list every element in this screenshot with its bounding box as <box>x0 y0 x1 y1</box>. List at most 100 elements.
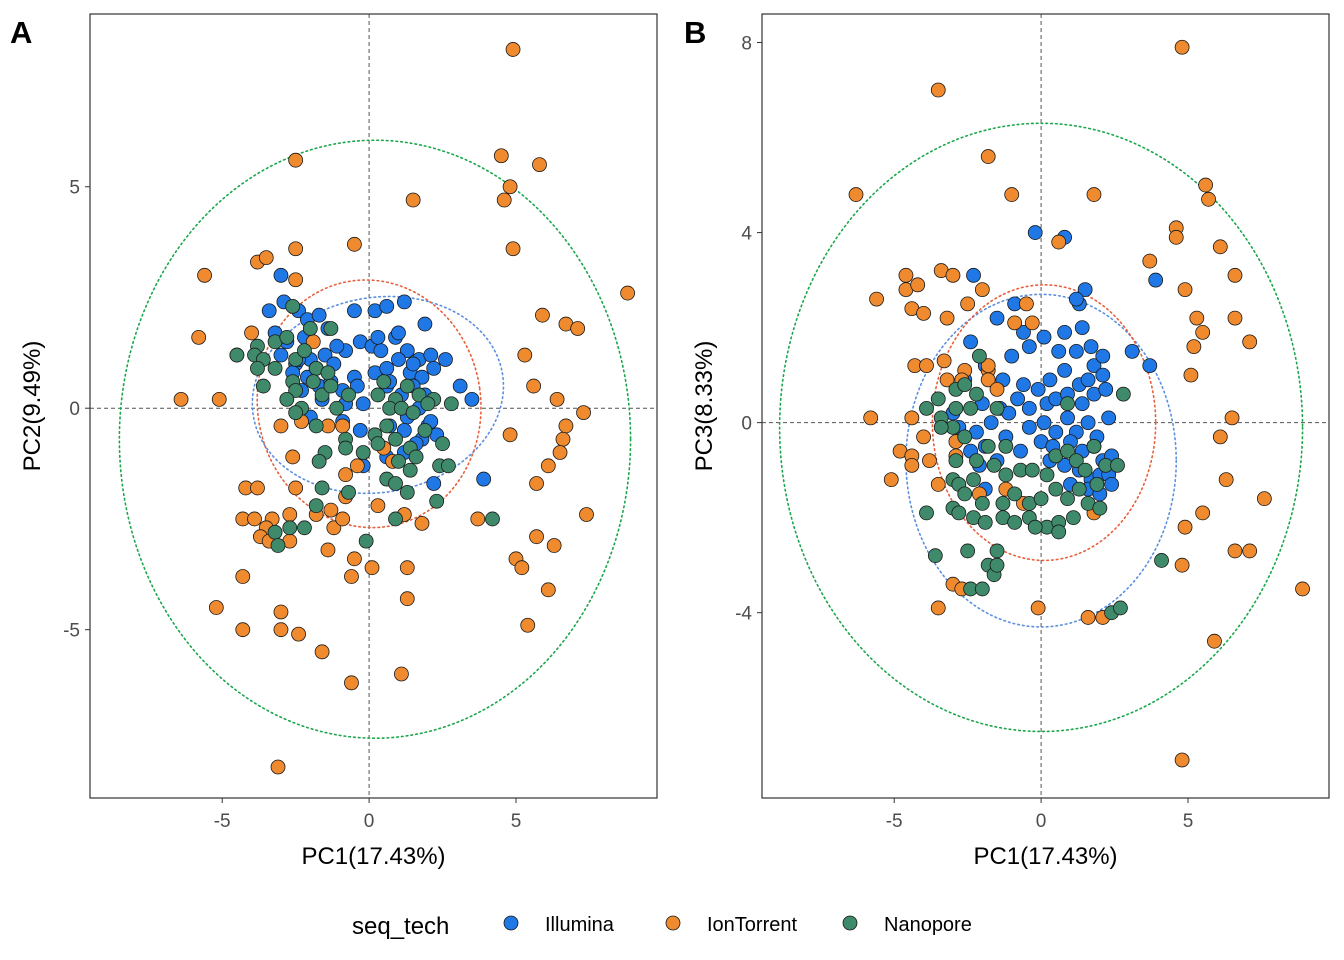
data-point-iontorrent <box>173 391 189 407</box>
data-point-nanopore <box>1027 519 1043 535</box>
data-point-nanopore <box>250 360 265 376</box>
data-point-nanopore <box>308 418 324 434</box>
data-point-iontorrent <box>370 498 386 514</box>
data-point-nanopore <box>989 400 1005 416</box>
x-tick-label: 5 <box>511 811 522 832</box>
data-point-iontorrent <box>250 480 265 496</box>
data-point-nanopore <box>1113 600 1128 616</box>
data-point-nanopore <box>420 396 436 412</box>
data-point-nanopore <box>370 436 386 452</box>
data-point-nanopore <box>980 438 996 454</box>
data-point-illumina <box>347 303 362 319</box>
data-point-illumina <box>1021 400 1037 416</box>
data-point-iontorrent <box>347 551 362 567</box>
data-point-iontorrent <box>505 42 521 57</box>
data-point-iontorrent <box>399 591 415 607</box>
data-point-iontorrent <box>540 582 556 598</box>
data-point-iontorrent <box>570 321 586 336</box>
data-point-iontorrent <box>904 410 920 426</box>
data-point-iontorrent <box>989 381 1005 397</box>
data-point-illumina <box>373 343 389 359</box>
data-point-iontorrent <box>502 179 518 195</box>
data-point-illumina <box>1057 362 1072 378</box>
data-point-iontorrent <box>414 515 430 531</box>
data-point-iontorrent <box>502 427 518 443</box>
data-point-nanopore <box>417 422 433 438</box>
data-point-nanopore <box>1066 510 1081 526</box>
data-point-nanopore <box>297 520 312 536</box>
data-point-nanopore <box>1007 515 1023 530</box>
data-point-nanopore <box>376 374 392 390</box>
data-point-iontorrent <box>1174 557 1190 573</box>
data-point-illumina <box>273 347 289 363</box>
data-point-iontorrent <box>347 236 362 252</box>
data-point-nanopore <box>1051 524 1067 540</box>
data-point-illumina <box>1080 372 1096 388</box>
data-point-illumina <box>1104 476 1120 492</box>
data-point-illumina <box>1124 343 1140 359</box>
data-point-nanopore <box>288 405 304 421</box>
data-point-iontorrent <box>1201 191 1216 207</box>
legend-key-nanopore <box>842 915 858 931</box>
data-point-nanopore <box>267 524 283 540</box>
data-point-nanopore <box>285 298 301 314</box>
data-point-iontorrent <box>936 353 952 369</box>
data-point-iontorrent <box>273 622 289 638</box>
data-point-nanopore <box>1048 481 1064 497</box>
data-point-nanopore <box>1086 438 1102 454</box>
data-point-iontorrent <box>1177 282 1193 297</box>
data-point-nanopore <box>1154 553 1169 568</box>
data-point-iontorrent <box>191 329 207 345</box>
data-point-illumina <box>311 307 327 323</box>
data-point-nanopore <box>379 418 395 434</box>
data-point-nanopore <box>1060 396 1075 412</box>
data-point-nanopore <box>969 386 984 402</box>
data-point-nanopore <box>995 496 1011 511</box>
data-point-iontorrent <box>288 272 304 288</box>
data-point-iontorrent <box>1019 296 1034 312</box>
data-point-nanopore <box>441 458 456 474</box>
data-point-iontorrent <box>939 372 955 388</box>
data-point-iontorrent <box>1212 429 1228 445</box>
data-point-illumina <box>1142 358 1158 374</box>
data-point-iontorrent <box>939 310 955 326</box>
data-point-nanopore <box>1007 486 1023 502</box>
data-point-illumina <box>1068 343 1084 359</box>
data-point-nanopore <box>930 391 946 407</box>
data-point-iontorrent <box>208 600 224 615</box>
data-point-iontorrent <box>470 511 486 527</box>
data-point-iontorrent <box>1183 367 1199 383</box>
data-point-iontorrent <box>285 449 301 465</box>
data-point-iontorrent <box>1295 581 1310 597</box>
data-point-iontorrent <box>945 267 961 283</box>
data-point-nanopore <box>323 378 339 394</box>
data-point-iontorrent <box>326 520 342 536</box>
data-point-iontorrent <box>520 617 536 633</box>
data-point-iontorrent <box>1051 234 1067 250</box>
data-point-nanopore <box>302 321 318 336</box>
data-point-illumina <box>261 303 277 319</box>
data-point-nanopore <box>341 387 356 403</box>
data-point-illumina <box>417 316 433 332</box>
data-point-nanopore <box>919 505 934 521</box>
data-point-iontorrent <box>244 325 259 341</box>
data-point-nanopore <box>329 400 345 416</box>
x-tick-label: -5 <box>214 811 231 832</box>
confidence-ellipse-iontorrent <box>931 284 1157 562</box>
data-point-illumina <box>1016 324 1031 340</box>
data-point-illumina <box>1060 410 1075 426</box>
data-point-nanopore <box>927 548 943 564</box>
data-point-nanopore <box>1060 443 1075 459</box>
data-point-nanopore <box>402 462 418 478</box>
panel-a: -5 0 5 -5 0 5 PC1(17.43%) PC2(9.49%) A <box>10 13 658 870</box>
panel-label: A <box>10 15 32 50</box>
data-point-illumina <box>426 360 442 376</box>
data-point-nanopore <box>311 453 327 469</box>
data-point-iontorrent <box>1227 310 1243 326</box>
data-point-nanopore <box>1039 467 1055 483</box>
data-point-iontorrent <box>282 507 298 522</box>
data-point-iontorrent <box>848 187 864 202</box>
data-point-nanopore <box>341 484 356 500</box>
data-point-illumina <box>1036 415 1052 431</box>
